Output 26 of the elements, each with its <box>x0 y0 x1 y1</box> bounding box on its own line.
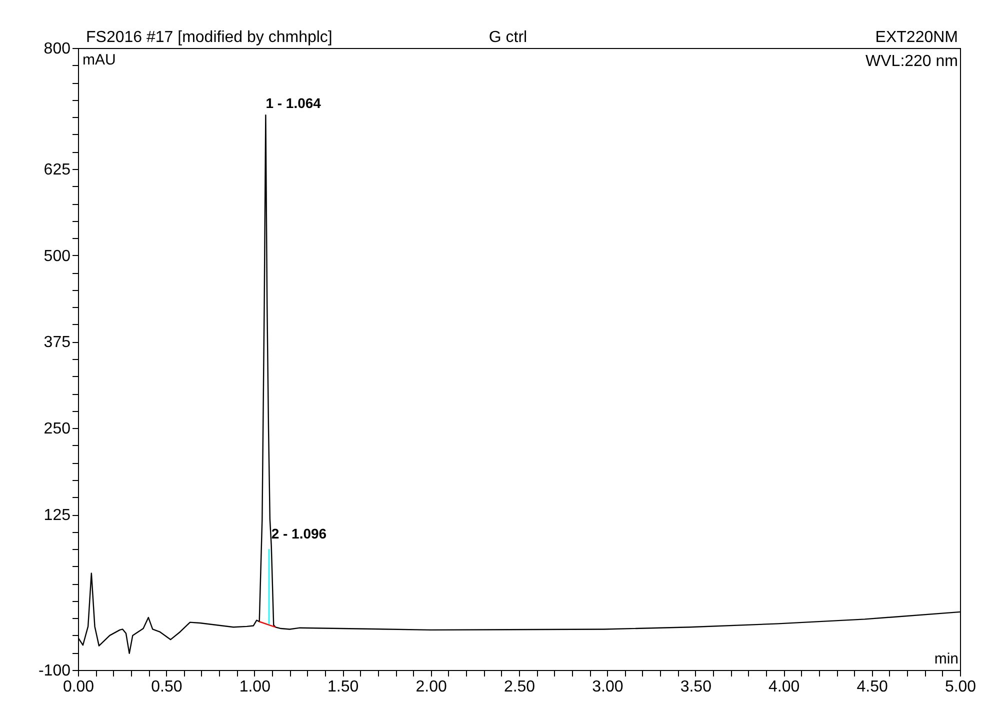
x-tick-label: 4.00 <box>768 678 800 696</box>
x-tick-label: 2.00 <box>416 678 447 696</box>
x-tick-label: 0.00 <box>62 678 94 696</box>
y-tick-label: 250 <box>44 420 71 438</box>
annotation: 1 - 1.064 <box>266 95 322 112</box>
y-tick-label: 800 <box>44 40 71 58</box>
text: EXT220NM <box>875 29 958 46</box>
x-tick-label: 0.50 <box>151 678 182 696</box>
chart-subtitle: G ctrl <box>488 29 528 46</box>
y-tick-label: 125 <box>44 507 71 524</box>
x-tick-label: 1.50 <box>328 678 359 696</box>
y-tick-label: 625 <box>44 161 71 178</box>
x-tick-label: 3.50 <box>680 678 712 696</box>
x-axis-title: min <box>934 650 958 668</box>
x-tick-label: 5.00 <box>944 678 976 696</box>
chart-title: FS2016 #17 [modified by chmhplc] <box>86 29 332 46</box>
y-tick-label: -100 <box>38 662 71 680</box>
x-tick-label: 4.50 <box>856 678 888 696</box>
annotation: 2 - 1.096 <box>271 526 327 542</box>
y-tick-label: 500 <box>44 248 71 265</box>
annotation: WVL:220 nm <box>866 53 958 70</box>
x-tick-label: 2.50 <box>504 678 536 696</box>
x-tick-label: 1.00 <box>239 678 271 696</box>
y-axis-title: mAU <box>82 52 116 68</box>
y-tick-label: 375 <box>44 334 71 352</box>
x-tick-label: 3.00 <box>592 678 624 696</box>
